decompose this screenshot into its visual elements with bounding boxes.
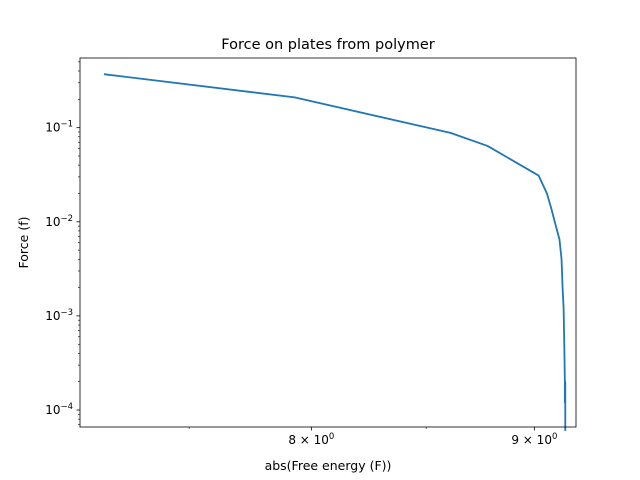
plot-area — [80, 58, 576, 427]
x-axis-label: abs(Free energy (F)) — [265, 458, 392, 473]
x-tick-label: 9 × 100 — [511, 432, 557, 447]
series-line-0 — [103, 73, 567, 431]
chart-title: Force on plates from polymer — [221, 37, 434, 53]
plot-frame — [79, 57, 577, 428]
y-axis-label: Force (f) — [16, 217, 31, 269]
y-tick-label: 10−2 — [45, 214, 73, 229]
y-tick-label: 10−1 — [45, 120, 73, 135]
ticks-layer: 8 × 100 9 × 100 10−1 10−2 10−3 10−4 — [45, 61, 557, 447]
y-tick-label: 10−3 — [45, 308, 73, 323]
y-tick-label: 10−4 — [45, 402, 73, 417]
series-layer — [103, 73, 567, 431]
x-tick-label: 8 × 100 — [288, 432, 334, 447]
